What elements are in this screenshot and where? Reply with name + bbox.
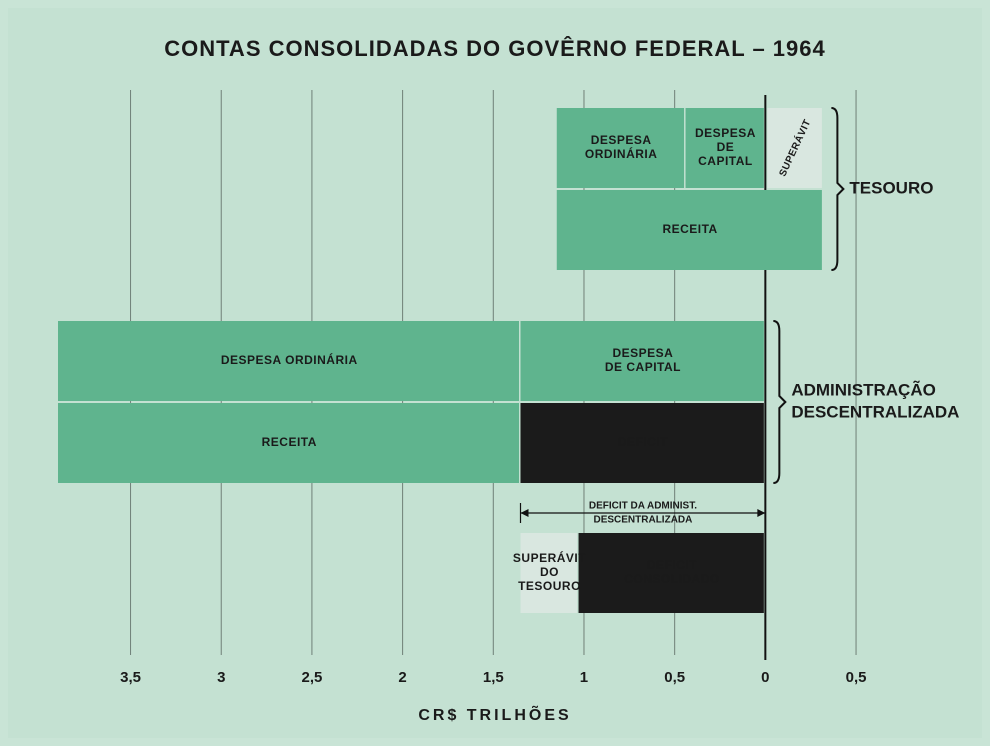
- bar-segment: [520, 321, 764, 401]
- chart-title: CONTAS CONSOLIDADAS DO GOVÊRNO FEDERAL –…: [164, 36, 826, 61]
- x-tick-label: 0: [761, 669, 769, 686]
- segment-label: RECEITA: [262, 435, 317, 449]
- bar-segment: [685, 108, 764, 188]
- group-label: TESOURO: [849, 178, 933, 197]
- bar-segment: [578, 533, 764, 613]
- segment-label: DE CAPITAL: [605, 360, 681, 374]
- segment-label: DE: [717, 140, 735, 154]
- group-bracket: [773, 320, 787, 484]
- segment-label: DESPESA ORDINÁRIA: [221, 352, 358, 367]
- segment-label: RECEITA: [662, 222, 717, 236]
- bar-segment: [556, 190, 822, 270]
- segment-label: SUPERÁVIT: [513, 550, 586, 565]
- x-tick-label: 0,5: [846, 669, 867, 686]
- bar-segment: [767, 108, 822, 188]
- segment-label: TESOURO: [518, 579, 581, 593]
- x-tick-label: 2,5: [301, 669, 322, 686]
- x-tick-label: 3,5: [120, 669, 141, 686]
- group-bracket: [831, 107, 845, 271]
- segment-label: DEFICIT: [618, 435, 668, 449]
- segment-label: DESPESA: [612, 346, 673, 360]
- bar-segment: [58, 321, 519, 401]
- segment-label: DESPESA: [695, 126, 756, 140]
- x-tick-label: 1: [580, 669, 588, 686]
- bar-segment: [556, 108, 685, 188]
- bar-segment: [520, 403, 764, 483]
- bar-segment: [520, 533, 578, 613]
- x-tick-label: 3: [217, 669, 225, 686]
- x-tick-label: 1,5: [483, 669, 504, 686]
- segment-label: CAPITAL: [698, 154, 753, 168]
- group-label: ADMINISTRAÇÃO: [791, 379, 936, 399]
- segment-label: ORDINÁRIA: [585, 146, 658, 161]
- segment-label: DESPESA: [591, 133, 652, 147]
- segment-label: DO: [540, 565, 559, 579]
- annotation-label: DESCENTRALIZADA: [593, 515, 692, 526]
- segment-label: DEFICIT: [647, 558, 697, 572]
- x-tick-label: 0,5: [664, 669, 685, 686]
- x-axis-label: CR$ TRILHÕES: [418, 704, 571, 724]
- bar-segment: [58, 403, 519, 483]
- x-tick-label: 2: [398, 669, 406, 686]
- segment-label: CONSOLIDADO: [624, 572, 720, 586]
- group-label: DESCENTRALIZADA: [791, 402, 959, 421]
- annotation-label: DEFICIT DA ADMINIST.: [589, 501, 697, 512]
